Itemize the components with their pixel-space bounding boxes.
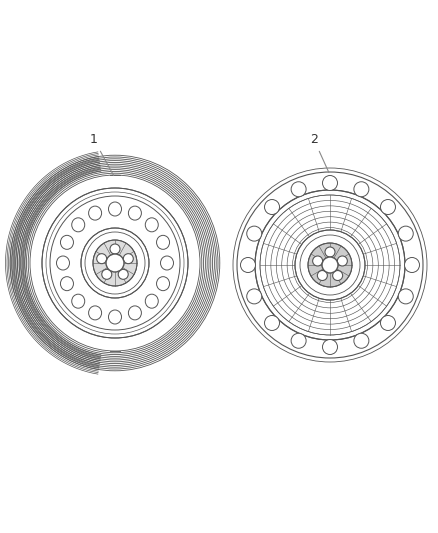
Circle shape (291, 182, 306, 197)
Text: 1: 1 (90, 133, 114, 175)
Circle shape (313, 256, 323, 266)
Ellipse shape (42, 188, 188, 338)
Circle shape (318, 271, 327, 280)
Circle shape (255, 190, 405, 340)
Circle shape (405, 257, 420, 272)
Ellipse shape (81, 228, 149, 298)
Circle shape (295, 230, 365, 300)
Circle shape (247, 226, 262, 241)
Ellipse shape (72, 294, 85, 308)
Ellipse shape (60, 277, 74, 290)
Circle shape (381, 199, 396, 214)
Ellipse shape (109, 202, 121, 216)
Circle shape (354, 182, 369, 197)
Circle shape (322, 257, 338, 273)
Ellipse shape (102, 269, 112, 279)
Ellipse shape (72, 218, 85, 232)
Ellipse shape (93, 240, 137, 286)
Text: 2: 2 (310, 133, 329, 173)
Circle shape (325, 247, 335, 257)
Circle shape (354, 333, 369, 348)
Ellipse shape (145, 294, 158, 308)
Ellipse shape (128, 206, 141, 220)
Circle shape (332, 271, 343, 280)
Ellipse shape (57, 256, 70, 270)
Ellipse shape (109, 310, 121, 324)
Ellipse shape (106, 254, 124, 272)
Circle shape (337, 256, 347, 266)
Circle shape (240, 257, 255, 272)
Ellipse shape (88, 206, 102, 220)
Circle shape (265, 316, 279, 330)
Circle shape (398, 226, 413, 241)
Circle shape (291, 333, 306, 348)
Circle shape (322, 175, 338, 190)
Circle shape (398, 289, 413, 304)
Ellipse shape (60, 236, 74, 249)
Ellipse shape (124, 254, 133, 264)
Ellipse shape (110, 244, 120, 254)
Ellipse shape (156, 277, 170, 290)
Ellipse shape (160, 256, 173, 270)
Ellipse shape (118, 269, 128, 279)
Circle shape (322, 340, 338, 354)
Circle shape (308, 243, 352, 287)
Ellipse shape (156, 236, 170, 249)
Ellipse shape (88, 306, 102, 320)
Ellipse shape (128, 306, 141, 320)
Circle shape (247, 289, 262, 304)
Ellipse shape (145, 218, 158, 232)
Circle shape (265, 199, 279, 214)
Circle shape (381, 316, 396, 330)
Ellipse shape (97, 254, 107, 264)
